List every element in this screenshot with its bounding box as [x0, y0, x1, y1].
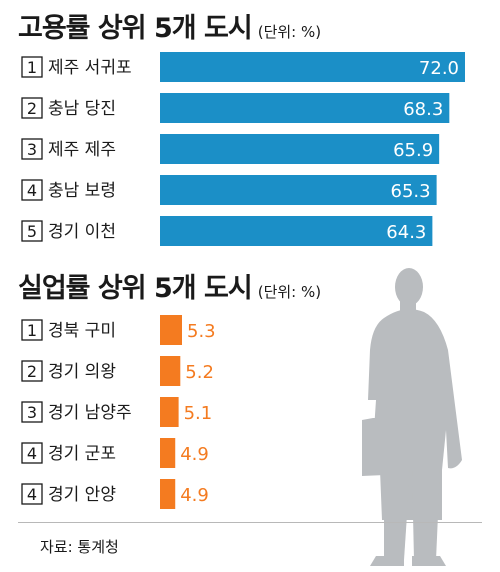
- employment-rank-label: 3: [27, 140, 37, 159]
- employment-rank-label: 5: [27, 222, 37, 241]
- employment-category-label: 제주 서귀포: [48, 58, 132, 78]
- unemployment-chart-title: 실업률 상위 5개 도시 (단위: %): [18, 266, 321, 305]
- unemployment-bar: [160, 356, 181, 386]
- unemployment-rank-label: 1: [27, 321, 37, 340]
- employment-bar: [160, 216, 433, 246]
- unemployment-bar: [160, 315, 182, 345]
- unemployment-rank-label: 3: [27, 403, 37, 422]
- employment-rank-box: [21, 138, 43, 160]
- unemployment-unit-label: (단위: %): [257, 283, 322, 301]
- employment-category-label: 제주 제주: [48, 140, 116, 160]
- unemployment-rank-box: [21, 483, 43, 505]
- unemployment-category-label: 경기 의왕: [48, 362, 116, 382]
- employment-rank-box: [21, 220, 43, 242]
- unemployment-category-label: 경북 구미: [48, 321, 116, 341]
- employment-bar: [160, 175, 437, 205]
- unemployment-rank-label: 4: [27, 444, 37, 463]
- unemployment-bar: [160, 397, 179, 427]
- unemployment-category-label: 경기 안양: [48, 485, 116, 505]
- source-note: 자료: 통계청: [40, 538, 119, 556]
- unemployment-category-label: 경기 군포: [48, 444, 116, 464]
- unemployment-title-text: 실업률 상위 5개 도시: [18, 273, 253, 304]
- employment-rank-box: [21, 56, 43, 78]
- businessman-silhouette-icon: [362, 268, 462, 566]
- employment-rank-label: 4: [27, 181, 37, 200]
- employment-title-text: 고용률 상위 5개 도시: [18, 13, 253, 44]
- unemployment-bar: [160, 438, 176, 468]
- employment-chart-title: 고용률 상위 5개 도시 (단위: %): [18, 6, 321, 45]
- employment-value-label: 65.9: [393, 140, 433, 161]
- unemployment-value-label: 4.9: [180, 485, 209, 506]
- employment-value-label: 65.3: [391, 181, 431, 202]
- employment-value-label: 68.3: [403, 99, 443, 120]
- employment-category-label: 경기 이천: [48, 222, 116, 242]
- employment-unit-label: (단위: %): [257, 23, 322, 41]
- employment-value-label: 64.3: [386, 222, 426, 243]
- employment-category-label: 충남 당진: [48, 99, 116, 119]
- unemployment-value-label: 5.2: [185, 362, 214, 383]
- source-divider: [18, 522, 482, 523]
- unemployment-chart: 1 경북 구미 5.3 2 경기 의왕 5.2 3 경기 남양주 5.1 4 경기 군포 4.9 4 경기…: [21, 315, 216, 509]
- employment-bar: [160, 134, 440, 164]
- employment-rank-box: [21, 179, 43, 201]
- employment-chart: 1 제주 서귀포 72.0 2 충남 당진 68.3 3 제주 제주 65.9 4 충남 보령 65.…: [21, 52, 465, 246]
- unemployment-rank-box: [21, 442, 43, 464]
- unemployment-rank-box: [21, 401, 43, 423]
- employment-bar: [160, 93, 450, 123]
- employment-rank-label: 1: [27, 58, 37, 77]
- unemployment-rank-box: [21, 319, 43, 341]
- unemployment-rank-label: 4: [27, 485, 37, 504]
- unemployment-rank-box: [21, 360, 43, 382]
- employment-value-label: 72.0: [419, 58, 459, 79]
- unemployment-value-label: 5.1: [184, 403, 213, 424]
- employment-category-label: 충남 보령: [48, 181, 116, 201]
- unemployment-rank-label: 2: [27, 362, 37, 381]
- employment-rank-label: 2: [27, 99, 37, 118]
- unemployment-value-label: 4.9: [180, 444, 209, 465]
- unemployment-category-label: 경기 남양주: [48, 403, 132, 423]
- employment-bar: [160, 52, 465, 82]
- unemployment-bar: [160, 479, 176, 509]
- employment-rank-box: [21, 97, 43, 119]
- unemployment-value-label: 5.3: [187, 321, 216, 342]
